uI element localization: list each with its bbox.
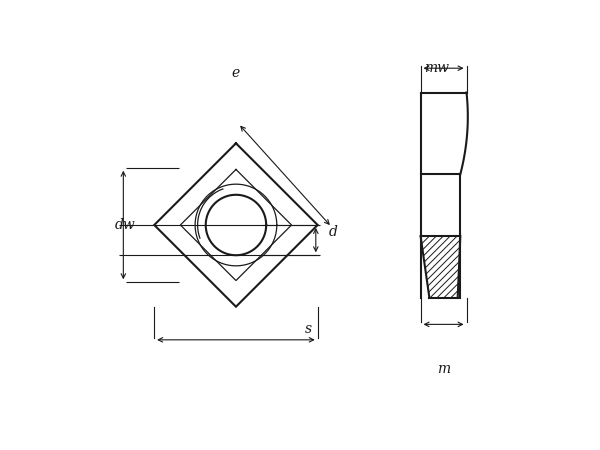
Text: s: s (305, 322, 313, 336)
Text: d: d (329, 225, 338, 239)
Text: mw: mw (424, 61, 449, 75)
Text: dw: dw (115, 218, 136, 232)
Text: e: e (232, 66, 240, 80)
Text: m: m (437, 361, 450, 376)
